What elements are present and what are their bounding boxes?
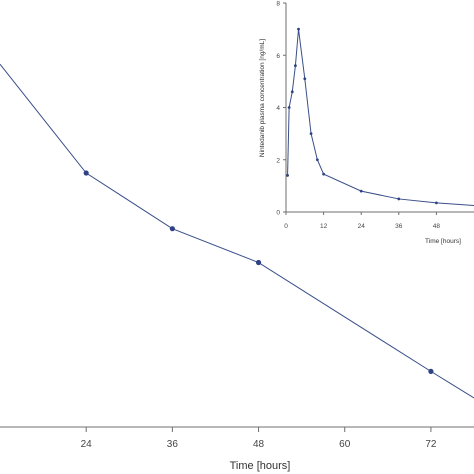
inset-series-points	[286, 27, 438, 205]
inset-x-tick-label: 0	[284, 223, 288, 230]
inset-x-axis-title: Time [hours]	[425, 238, 461, 245]
inset-data-point	[294, 64, 297, 68]
inset-data-point	[309, 132, 313, 136]
inset-y-tick-label: 0	[276, 210, 280, 217]
inset-data-point	[287, 106, 291, 109]
main-x-tick-label: 72	[425, 439, 437, 450]
inset-data-point	[290, 90, 294, 94]
main-x-axis-title: Time [hours]	[230, 460, 291, 472]
main-x-tick-label: 48	[253, 439, 265, 450]
main-x-ticks: 24 36 48 60 72	[81, 427, 437, 450]
inset-x-tick-label: 24	[358, 223, 366, 230]
inset-data-point	[397, 197, 401, 201]
inset-y-tick-label: 6	[276, 53, 280, 60]
main-data-point	[83, 170, 89, 176]
inset-x-tick-label: 48	[433, 223, 441, 230]
inset-x-tick-label: 12	[320, 223, 328, 230]
inset-data-point	[322, 172, 325, 176]
inset-x-tick-label: 36	[395, 223, 403, 230]
inset-y-tick-label: 4	[276, 105, 280, 112]
main-series-line	[0, 63, 474, 399]
inset-x-ticks: 0 12 24 36 48	[284, 212, 440, 230]
main-x-tick-label: 60	[339, 439, 351, 450]
inset-y-axis-title: Nintedanib plasma concentration [ng/mL]	[259, 39, 266, 157]
inset-y-tick-label: 8	[276, 1, 280, 8]
main-x-tick-label: 36	[167, 439, 179, 450]
inset-data-point	[286, 174, 289, 177]
inset-data-point	[435, 201, 438, 205]
main-series-points	[83, 170, 434, 374]
main-data-point	[255, 259, 262, 266]
inset-data-point	[297, 27, 300, 31]
main-data-point	[169, 226, 175, 232]
inset-y-ticks: 0 2 4 6 8	[276, 1, 286, 217]
main-data-point	[428, 368, 434, 374]
main-x-tick-label: 24	[81, 439, 93, 450]
inset-series-line	[287, 29, 474, 206]
inset-data-point	[303, 77, 307, 81]
inset-data-point	[315, 158, 319, 162]
inset-y-tick-label: 2	[276, 157, 280, 164]
inset-data-point	[359, 189, 363, 193]
main-chart: 24 36 48 60 72 Time [hours]	[0, 63, 474, 472]
